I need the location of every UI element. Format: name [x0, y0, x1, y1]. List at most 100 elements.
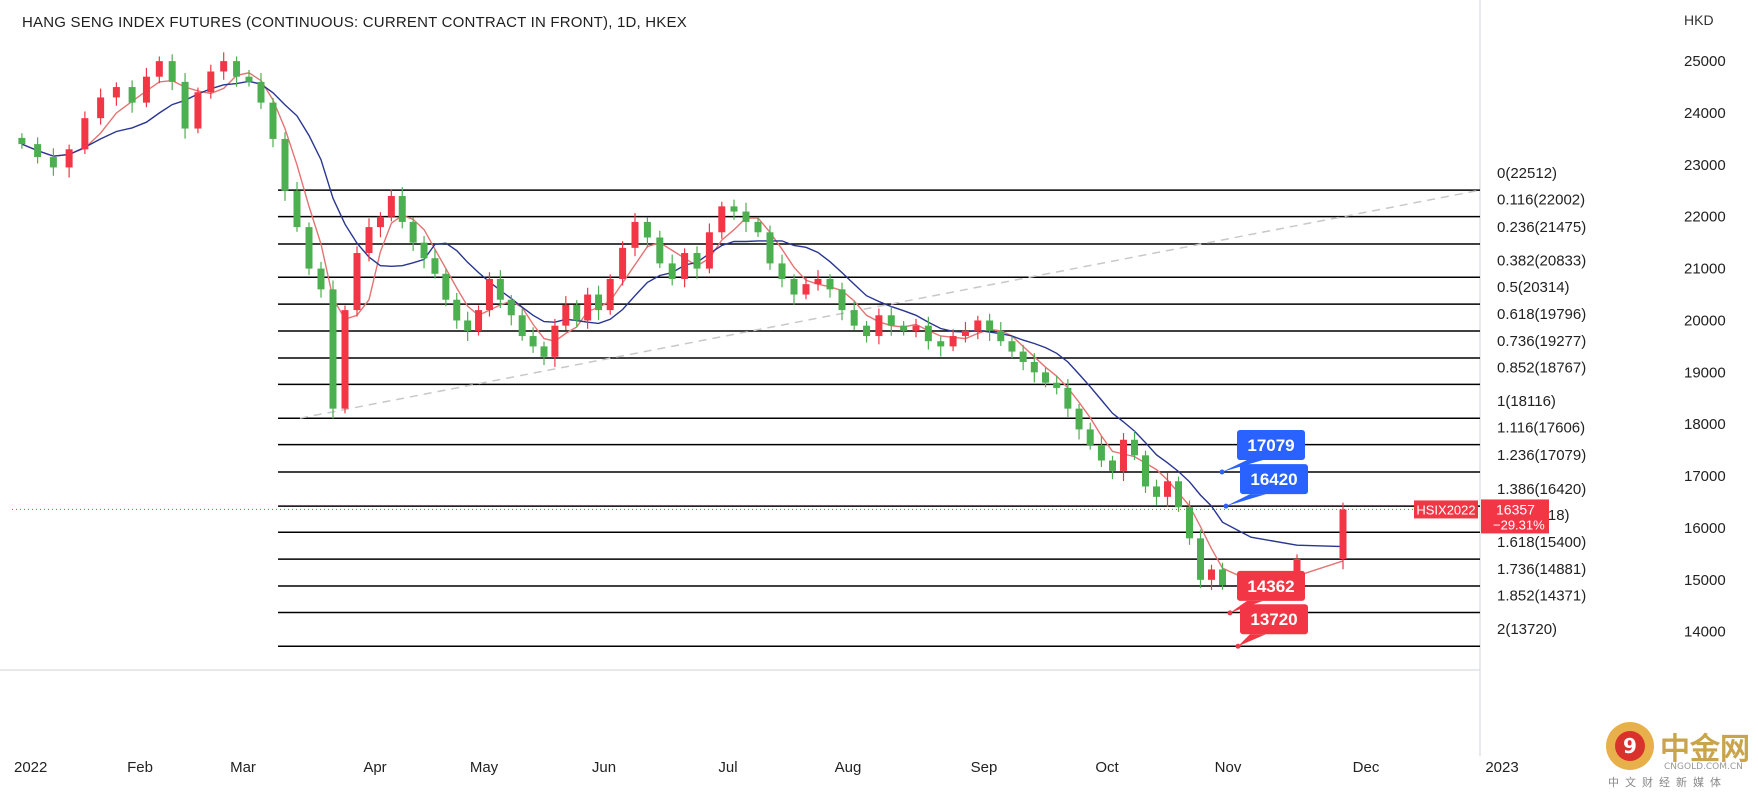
fib-level-label: 0.236(21475) — [1497, 219, 1586, 236]
y-tick-label: 15000 — [1684, 572, 1726, 589]
candle-body — [398, 195, 406, 222]
callout-label: 16420 — [1250, 470, 1297, 489]
candle-body — [409, 221, 417, 243]
x-tick-label: Nov — [1215, 759, 1242, 776]
candle-body — [431, 258, 439, 274]
candle-body — [518, 315, 526, 337]
candle-body — [281, 138, 289, 191]
callout-anchor-dot — [1235, 643, 1241, 649]
candle-body — [1339, 509, 1347, 560]
y-tick-label: 14000 — [1684, 624, 1726, 641]
candle-body — [754, 221, 762, 233]
candle-body — [155, 61, 163, 77]
candle-body — [420, 242, 428, 259]
candle-body — [850, 310, 858, 326]
fib-level-label: 0(22512) — [1497, 165, 1557, 182]
x-tick-label: Mar — [230, 759, 256, 776]
candle-body — [1042, 372, 1049, 383]
candle-body — [681, 253, 689, 279]
candle-body — [900, 325, 908, 331]
candle-body — [194, 92, 202, 129]
y-tick-label: 20000 — [1684, 312, 1726, 329]
candle-body — [838, 289, 846, 311]
y-tick-label: 16000 — [1684, 520, 1726, 537]
watermark-subtitle: 中文财经新媒体 — [1608, 776, 1727, 789]
candle-body — [718, 206, 726, 233]
x-tick-label: 2022 — [14, 759, 47, 776]
candle-body — [65, 149, 73, 168]
watermark-url: CNGOLD.COM.CN — [1664, 762, 1743, 772]
x-tick-label: May — [470, 759, 499, 776]
y-tick-label: 18000 — [1684, 416, 1726, 433]
callout-label: 14362 — [1247, 577, 1294, 596]
callout-pointer — [1226, 494, 1266, 507]
candle-body — [668, 263, 676, 279]
y-tick-label: 25000 — [1684, 53, 1726, 70]
candle-body — [1086, 429, 1094, 445]
callout-anchor-dot — [1219, 469, 1225, 475]
x-tick-label: Aug — [835, 759, 862, 776]
candle-body — [387, 195, 395, 217]
candle-body — [293, 190, 301, 228]
price-badge — [1481, 499, 1549, 534]
candle-body — [1219, 569, 1226, 586]
currency-unit: HKD — [1684, 12, 1714, 28]
candle-body — [81, 118, 89, 150]
candle-body — [181, 81, 189, 129]
candle-body — [619, 247, 627, 279]
fib-level-label: 2(13720) — [1497, 621, 1557, 638]
candle-body — [875, 315, 883, 337]
x-tick-label: Oct — [1095, 759, 1119, 776]
candlesticks — [18, 52, 1347, 599]
symbol-badge-text: HSIX2022 — [1416, 502, 1475, 517]
candle-body — [631, 221, 639, 248]
candle-body — [705, 232, 713, 269]
trendline-dashed — [299, 189, 1481, 419]
candle-body — [1142, 455, 1149, 487]
candle-body — [353, 253, 361, 311]
x-tick-label: Sep — [971, 759, 998, 776]
fib-level-label: 1(18116) — [1497, 393, 1556, 410]
candle-body — [730, 206, 738, 212]
candle-body — [1019, 351, 1027, 362]
candle-body — [34, 144, 42, 158]
callout-label: 17079 — [1247, 436, 1294, 455]
candle-body — [1030, 361, 1038, 373]
candle-body — [595, 294, 603, 311]
fibonacci-retracement: 0(22512) 0.116(22002) 0.236(21475) 0.382(20… — [278, 165, 1586, 647]
candle-body — [475, 310, 483, 331]
y-tick-label: 17000 — [1684, 468, 1726, 485]
fib-level-label: 0.736(19277) — [1497, 333, 1586, 350]
fib-level-label: 0.116(22002) — [1497, 192, 1585, 209]
ma-fast-line — [21, 72, 1344, 582]
y-tick-label: 22000 — [1684, 209, 1726, 226]
candle-body — [207, 71, 215, 93]
candle-body — [1120, 439, 1127, 471]
candle-body — [305, 227, 313, 269]
candle-body — [997, 330, 1005, 342]
candle-body — [97, 97, 105, 119]
candle-body — [49, 157, 57, 168]
candle-body — [245, 76, 253, 82]
callout-box — [1237, 429, 1305, 460]
candle-body — [742, 211, 750, 222]
fib-level-label: 1.116(17606) — [1497, 420, 1585, 437]
candle-body — [1153, 486, 1160, 497]
candle-body — [826, 278, 834, 290]
price-callouts: 17079 16420 14362 13720 — [1219, 429, 1308, 649]
candle-body — [766, 232, 774, 264]
candle-body — [540, 346, 548, 357]
callout-box — [1240, 604, 1308, 635]
candle-body — [442, 273, 450, 300]
candle-body — [778, 263, 786, 279]
callout-box — [1237, 570, 1305, 601]
candle-body — [1197, 538, 1204, 580]
candle-body — [961, 330, 969, 337]
candle-body — [974, 320, 982, 331]
y-tick-label: 23000 — [1684, 157, 1726, 174]
trendline — [299, 189, 1481, 419]
candle-body — [128, 87, 136, 103]
callout-box — [1240, 464, 1308, 495]
candle-body — [643, 221, 651, 238]
